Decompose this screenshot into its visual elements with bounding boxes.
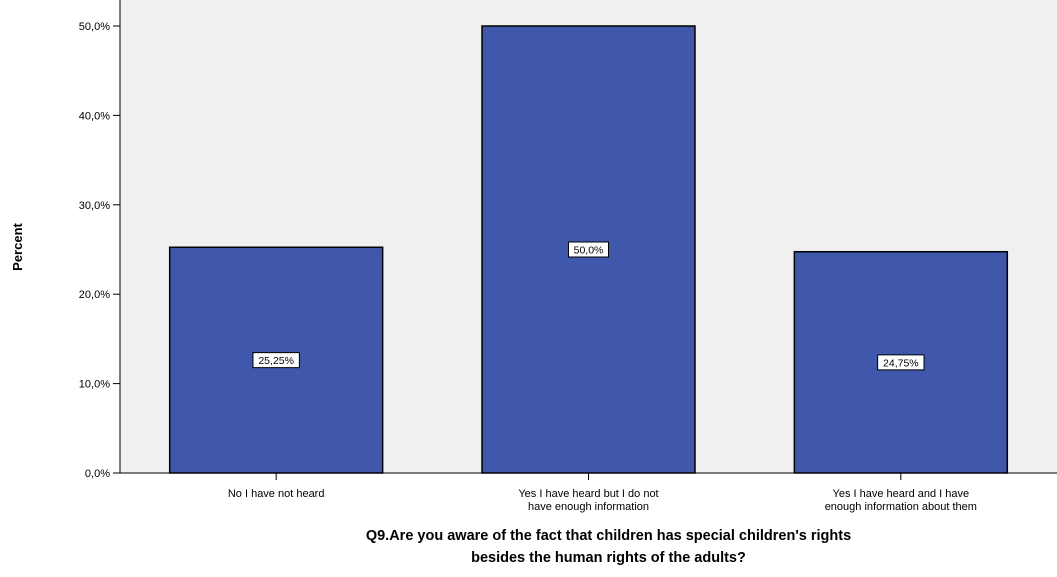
x-tick-label: enough information about them xyxy=(825,501,977,513)
x-axis-label-line: Q9.Are you aware of the fact that childr… xyxy=(366,528,851,544)
x-axis-label-line: besides the human rights of the adults? xyxy=(471,550,746,566)
x-tick-label: have enough information xyxy=(528,501,649,513)
x-tick-label: No I have not heard xyxy=(228,488,325,500)
y-tick-label: 10,0% xyxy=(79,379,110,391)
y-ticks: 0,0% 10,0% 20,0% 30,0% 40,0% 50,0% xyxy=(79,21,120,480)
data-label-box xyxy=(877,354,925,371)
x-axis-label: Q9.Are you aware of the fact that childr… xyxy=(366,528,851,566)
y-tick-label: 50,0% xyxy=(79,21,110,33)
data-label-box xyxy=(568,241,609,258)
x-tick-label: Yes I have heard and I have xyxy=(833,488,970,500)
bars xyxy=(168,25,1009,474)
y-axis-label: Percent xyxy=(10,222,25,270)
data-label: 24,75% xyxy=(883,357,919,369)
y-tick-label: 30,0% xyxy=(79,200,110,212)
y-tick-label: 40,0% xyxy=(79,110,110,122)
data-label-box xyxy=(252,352,300,369)
data-label: 50,0% xyxy=(574,245,604,257)
data-labels: 25,25% 50,0% 24,75% xyxy=(252,241,925,371)
x-tick-label: Yes I have heard but I do not xyxy=(518,488,658,500)
y-tick-label: 0,0% xyxy=(85,468,110,480)
y-tick-label: 20,0% xyxy=(79,289,110,301)
data-label: 25,25% xyxy=(258,355,294,367)
x-ticks: No I have not heard Yes I have heard but … xyxy=(228,473,977,513)
